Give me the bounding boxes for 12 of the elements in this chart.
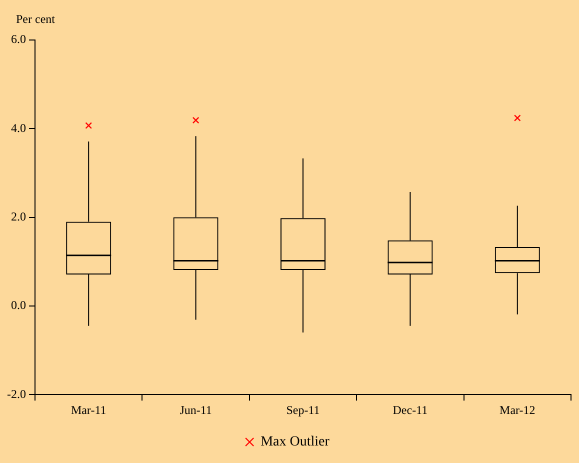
x-tick-label: Dec-11 [392, 402, 428, 417]
y-tick-label: 0.0 [10, 298, 26, 312]
y-tick-label: 6.0 [10, 32, 26, 46]
y-tick-label: -2.0 [6, 386, 26, 401]
x-tick-label: Mar-12 [500, 402, 536, 417]
y-tick-label: 4.0 [10, 120, 26, 135]
y-axis-title: Per cent [16, 12, 56, 26]
x-tick-label: Mar-11 [70, 402, 106, 417]
legend-label: Max Outlier [260, 434, 330, 450]
x-tick-label: Sep-11 [286, 402, 320, 417]
y-tick-label: 2.0 [10, 209, 26, 224]
x-tick-label: Jun-11 [180, 402, 212, 417]
